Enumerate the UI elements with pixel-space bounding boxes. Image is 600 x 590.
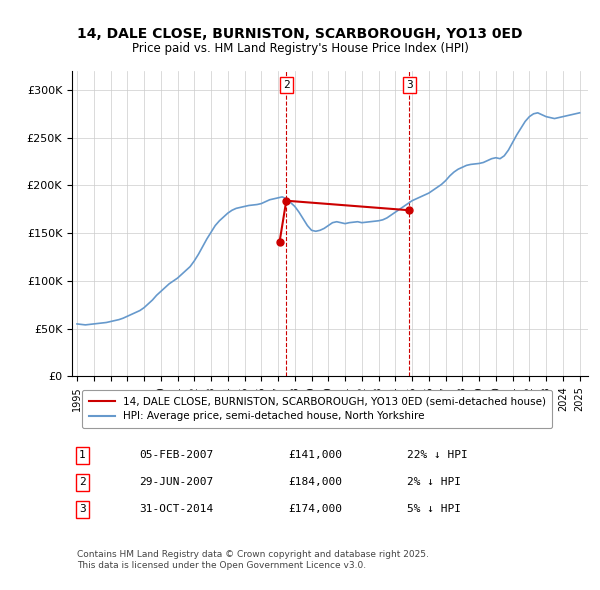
Text: 14, DALE CLOSE, BURNISTON, SCARBOROUGH, YO13 0ED: 14, DALE CLOSE, BURNISTON, SCARBOROUGH, … <box>77 27 523 41</box>
Text: 2% ↓ HPI: 2% ↓ HPI <box>407 477 461 487</box>
Legend: 14, DALE CLOSE, BURNISTON, SCARBOROUGH, YO13 0ED (semi-detached house), HPI: Ave: 14, DALE CLOSE, BURNISTON, SCARBOROUGH, … <box>82 390 552 428</box>
Text: £141,000: £141,000 <box>289 451 343 461</box>
Text: £174,000: £174,000 <box>289 504 343 514</box>
Text: 31-OCT-2014: 31-OCT-2014 <box>139 504 214 514</box>
Text: 22% ↓ HPI: 22% ↓ HPI <box>407 451 468 461</box>
Text: 2: 2 <box>283 80 290 90</box>
Text: 5% ↓ HPI: 5% ↓ HPI <box>407 504 461 514</box>
Text: £184,000: £184,000 <box>289 477 343 487</box>
Text: 3: 3 <box>406 80 413 90</box>
Text: 3: 3 <box>79 504 86 514</box>
Text: 05-FEB-2007: 05-FEB-2007 <box>139 451 214 461</box>
Text: 29-JUN-2007: 29-JUN-2007 <box>139 477 214 487</box>
Text: 1: 1 <box>79 451 86 461</box>
Text: Contains HM Land Registry data © Crown copyright and database right 2025.
This d: Contains HM Land Registry data © Crown c… <box>77 550 429 570</box>
Text: Price paid vs. HM Land Registry's House Price Index (HPI): Price paid vs. HM Land Registry's House … <box>131 42 469 55</box>
Text: 2: 2 <box>79 477 86 487</box>
